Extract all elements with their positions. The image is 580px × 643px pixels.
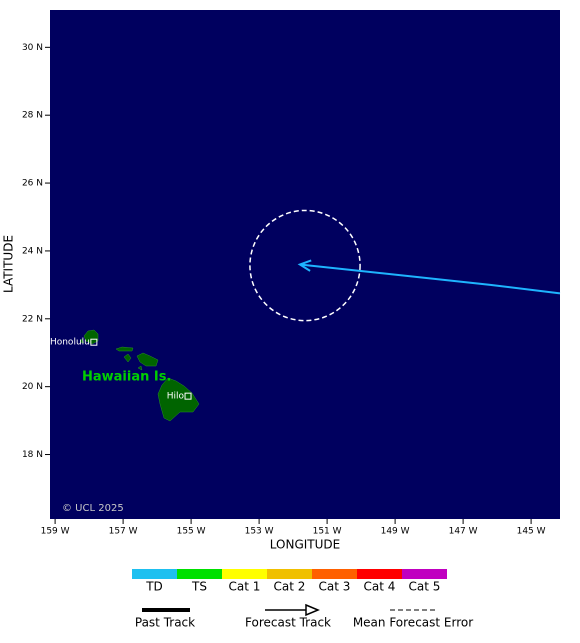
forecast-arrowhead	[297, 259, 312, 272]
category-label: Cat 3	[319, 580, 351, 594]
x-axis-label: LONGITUDE	[270, 538, 340, 552]
island	[115, 346, 134, 352]
y-tick-label: 28 N	[22, 111, 43, 121]
island	[157, 377, 200, 422]
forecast-track	[299, 263, 561, 295]
island	[137, 365, 143, 371]
y-tick-label: 18 N	[22, 450, 43, 460]
copyright: © UCL 2025	[62, 503, 124, 514]
y-tick-label: 30 N	[22, 43, 43, 53]
legend-item: Mean Forecast Error	[353, 616, 473, 630]
category-label: Cat 1	[229, 580, 261, 594]
x-tick-label: 147 W	[449, 527, 478, 537]
y-tick-label: 26 N	[22, 179, 43, 189]
island	[79, 338, 85, 344]
category-label: Cat 4	[364, 580, 396, 594]
category-label: Cat 2	[274, 580, 306, 594]
category-swatch	[402, 569, 447, 579]
islands	[79, 329, 200, 422]
error-circle	[249, 209, 361, 322]
category-swatch	[132, 569, 177, 579]
place-marker	[90, 338, 98, 346]
category-label: TD	[145, 580, 163, 594]
x-tick-label: 145 W	[517, 527, 546, 537]
category-swatch	[177, 569, 222, 579]
island	[123, 353, 132, 363]
y-axis-label: LATITUDE	[2, 235, 16, 293]
category-swatch	[267, 569, 312, 579]
legend-item: Forecast Track	[245, 616, 331, 630]
x-tick-label: 155 W	[177, 527, 206, 537]
x-tick-label: 157 W	[109, 527, 138, 537]
forecast-arrow-sample	[305, 603, 320, 617]
place-marker	[184, 392, 192, 400]
place-label: Honolulu	[50, 338, 90, 348]
y-tick-label: 22 N	[22, 314, 43, 324]
category-swatch	[357, 569, 402, 579]
category-swatch	[222, 569, 267, 579]
island	[136, 352, 159, 367]
y-tick-label: 20 N	[22, 382, 43, 392]
region-label: Hawaiian Is.	[82, 370, 171, 385]
x-tick-label: 159 W	[41, 527, 70, 537]
x-tick-label: 149 W	[381, 527, 410, 537]
legend-item: Past Track	[135, 616, 195, 630]
place-label: Hilo	[167, 392, 185, 402]
island	[83, 329, 99, 345]
y-tick-label: 24 N	[22, 246, 43, 256]
x-tick-label: 151 W	[313, 527, 342, 537]
category-swatch	[312, 569, 357, 579]
category-label: TS	[191, 580, 207, 594]
x-tick-label: 153 W	[245, 527, 274, 537]
category-label: Cat 5	[409, 580, 441, 594]
